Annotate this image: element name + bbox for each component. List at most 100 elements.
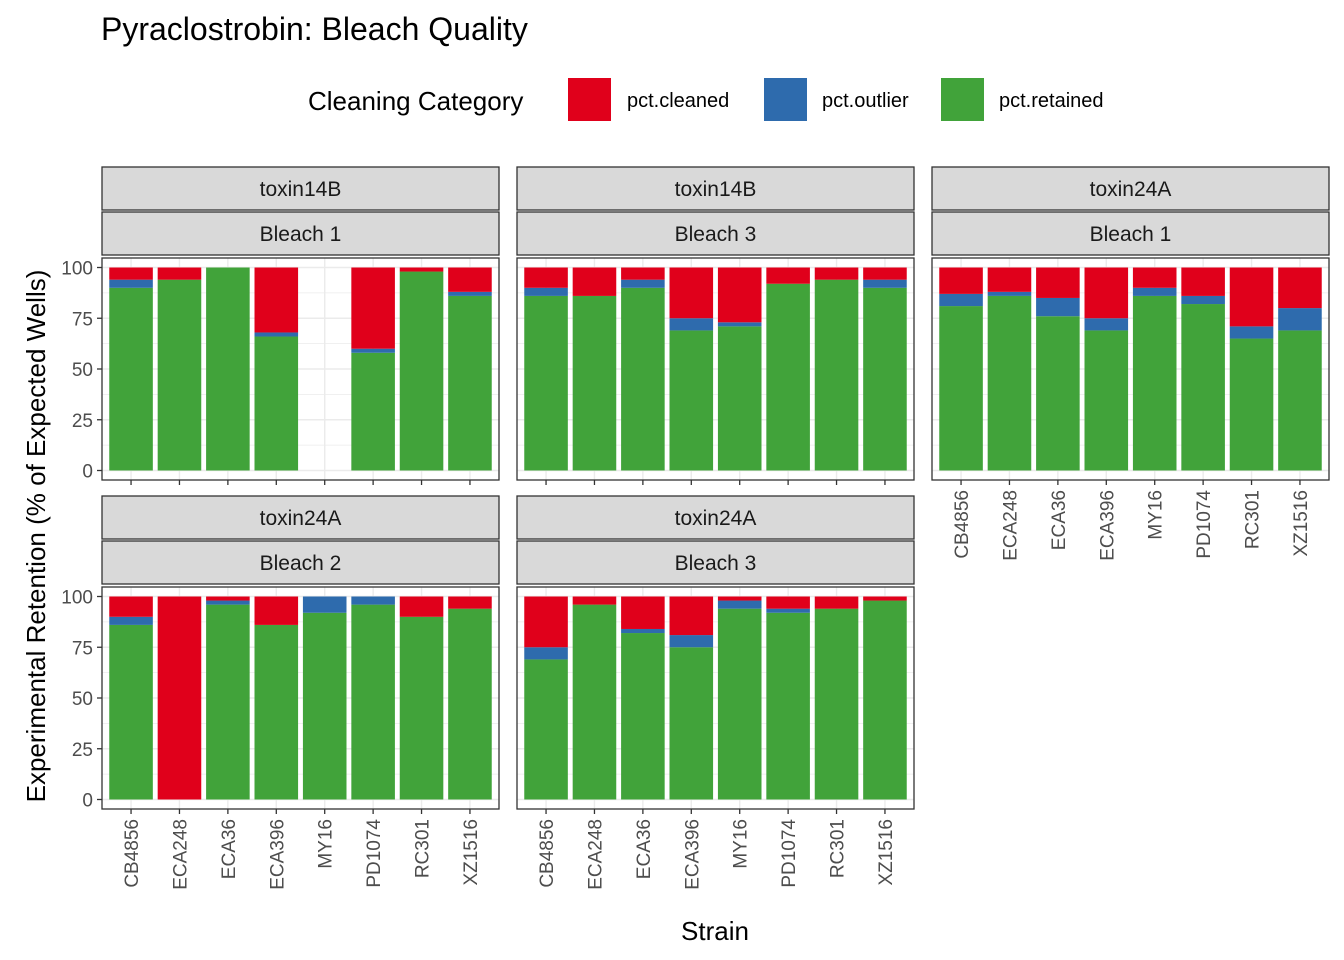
panel-2: toxin14B Bleach 3 [516, 166, 915, 485]
legend-title: Cleaning Category [308, 86, 523, 116]
panel-border [516, 586, 915, 810]
bar-ECA36-cleaned [621, 267, 665, 280]
strip-bottom [931, 211, 1330, 256]
bar-ECA36-outlier [621, 628, 665, 634]
x-tick-label: XZ1516 [1291, 490, 1312, 557]
x-tick-label: MY16 [1146, 490, 1167, 540]
bar-ECA396-retained [254, 336, 299, 471]
y-tick-label: 50 [72, 689, 93, 710]
legend-key-pct-retained [941, 78, 984, 121]
bar-CB4856-outlier [524, 647, 568, 660]
bar-ECA248-retained [572, 295, 617, 471]
strip-top-label: toxin24A [1090, 178, 1172, 201]
strip-bottom [101, 540, 500, 585]
bar-ECA248-cleaned [572, 596, 617, 605]
x-tick-label: ECA396 [1097, 490, 1118, 561]
bar-ECA36-retained [621, 287, 665, 471]
strip-bottom [516, 540, 915, 585]
bar-RC301-retained [399, 616, 444, 800]
strip-top-label: toxin24A [675, 507, 757, 530]
panel-1: toxin14B Bleach 1 0 25 50 75 100 [61, 166, 500, 485]
strip-bottom-label: Bleach 3 [675, 552, 757, 575]
y-tick-label: 75 [72, 638, 93, 659]
bar-MY16-retained [302, 612, 347, 800]
y-tick-label: 0 [82, 791, 93, 812]
strip-top-label: toxin24A [260, 507, 342, 530]
bar-XZ1516-outlier [863, 279, 907, 288]
bar-MY16-cleaned [1132, 267, 1177, 288]
panel-5: toxin24A Bleach 3 CB4856 ECA248 ECA36 ECA396 M… [516, 495, 915, 890]
panel-border [516, 257, 915, 481]
bar-ECA396-cleaned [1084, 267, 1129, 319]
bar-MY16-retained [1132, 295, 1177, 471]
strip-top [516, 166, 915, 211]
legend-label-pct-cleaned: pct.cleaned [627, 90, 729, 112]
bar-ECA396-cleaned [254, 267, 299, 333]
bar-CB4856-retained [109, 287, 153, 471]
y-tick-label: 0 [82, 462, 93, 483]
bar-ECA396-outlier [1084, 318, 1129, 331]
bar-ECA396-outlier [669, 635, 714, 648]
bar-CB4856-outlier [939, 293, 983, 307]
legend-key-pct-outlier [764, 78, 807, 121]
bar-CB4856-cleaned [109, 596, 153, 617]
strip-top [101, 166, 500, 211]
bar-PD1074-outlier [766, 608, 810, 613]
legend: Cleaning Category pct.cleaned pct.outlier… [308, 78, 1104, 121]
bar-MY16-retained [717, 326, 762, 471]
bar-PD1074-cleaned [766, 267, 810, 284]
bar-CB4856-outlier [109, 616, 153, 625]
bar-ECA248-outlier [987, 291, 1032, 296]
bar-XZ1516-cleaned [1278, 267, 1322, 309]
bar-RC301-retained [1229, 338, 1274, 471]
y-tick-label: 50 [72, 360, 93, 381]
bar-ECA248-cleaned [157, 596, 202, 800]
x-tick-label: CB4856 [952, 490, 973, 559]
bar-CB4856-cleaned [939, 267, 983, 294]
bar-ECA36-cleaned [621, 596, 665, 629]
bar-ECA396-retained [254, 624, 299, 800]
bar-RC301-retained [814, 279, 859, 471]
bar-ECA248-cleaned [157, 267, 202, 280]
y-tick-label: 25 [72, 740, 93, 761]
x-tick-label: PD1074 [1194, 490, 1215, 559]
y-tick-label: 25 [72, 411, 93, 432]
bar-ECA396-cleaned [669, 596, 714, 636]
bar-XZ1516-cleaned [863, 596, 907, 601]
bar-XZ1516-outlier [448, 291, 492, 296]
bar-ECA36-cleaned [206, 596, 250, 601]
strip-top [516, 495, 915, 540]
panel-4: toxin24A Bleach 2 0 25 50 75 100 CB4856 ECA248 EC… [61, 495, 500, 890]
x-tick-label: MY16 [316, 819, 337, 869]
bar-PD1074-outlier [1181, 295, 1225, 305]
bar-ECA396-outlier [254, 332, 299, 337]
bar-MY16-outlier [1132, 287, 1177, 296]
strip-bottom-label: Bleach 2 [260, 552, 342, 575]
bar-CB4856-cleaned [109, 267, 153, 280]
y-tick-label: 100 [61, 588, 93, 609]
y-tick-label: 75 [72, 309, 93, 330]
bar-PD1074-cleaned [351, 267, 395, 349]
bar-MY16-outlier [302, 596, 347, 613]
bar-ECA36-retained [206, 604, 250, 800]
bar-ECA248-retained [987, 295, 1032, 471]
strip-top [931, 166, 1330, 211]
bar-RC301-cleaned [399, 596, 444, 617]
strip-bottom [516, 211, 915, 256]
bar-RC301-outlier [1229, 326, 1274, 339]
x-tick-label: CB4856 [537, 819, 558, 888]
strip-top-label: toxin14B [260, 178, 342, 201]
y-axis-title: Experimental Retention (% of Expected We… [21, 270, 51, 803]
bar-XZ1516-cleaned [448, 267, 492, 292]
x-tick-label: RC301 [413, 819, 434, 878]
bar-ECA36-retained [206, 267, 250, 471]
x-tick-label: XZ1516 [461, 819, 482, 886]
x-axis-title: Strain [681, 916, 749, 946]
bar-PD1074-outlier [351, 348, 395, 353]
bar-ECA36-outlier [621, 279, 665, 288]
x-tick-label: PD1074 [779, 819, 800, 888]
bar-PD1074-outlier [351, 596, 395, 605]
bar-CB4856-outlier [524, 287, 568, 296]
bar-PD1074-retained [351, 604, 395, 800]
